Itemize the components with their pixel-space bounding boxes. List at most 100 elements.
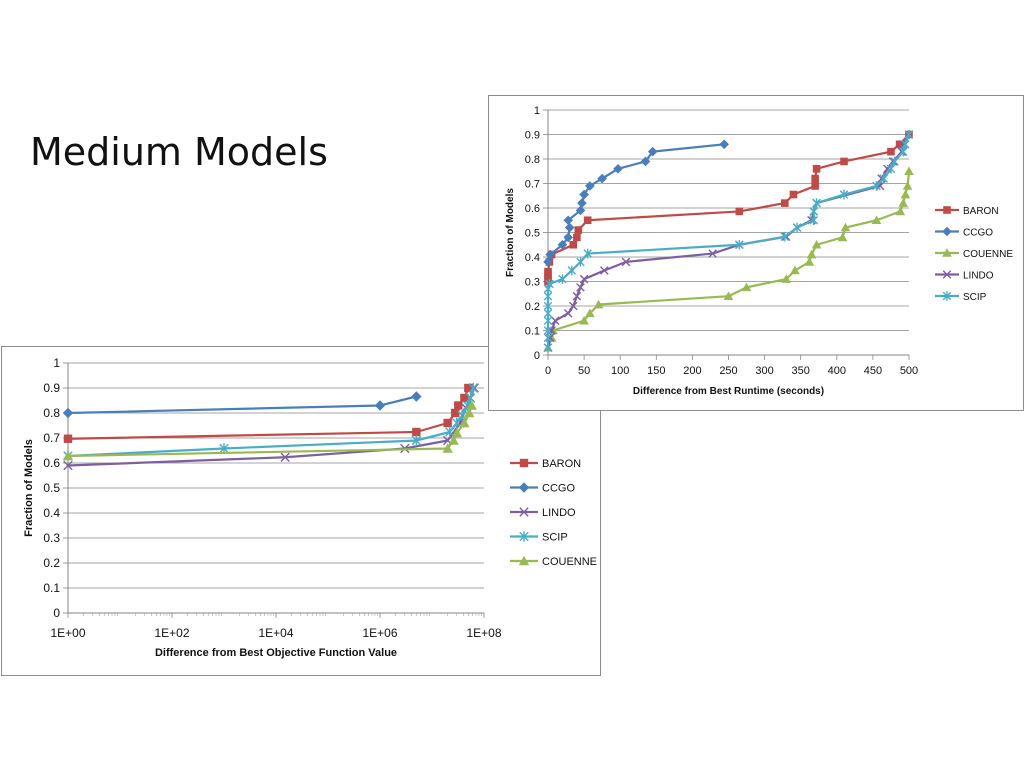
x-tick-label: 100 (611, 365, 629, 377)
legend-label: SCIP (542, 532, 568, 544)
legend-entry-scip: SCIP (935, 291, 987, 303)
data-point-baron (811, 174, 819, 183)
data-point-scip (735, 239, 744, 250)
data-point-lindo (550, 316, 560, 325)
data-point-scip (457, 410, 467, 421)
data-point-baron (443, 418, 452, 428)
data-point-scip (809, 206, 818, 217)
data-point-ccgo (579, 189, 589, 200)
y-tick-label: 0.8 (525, 154, 540, 166)
data-point-couenne (585, 308, 595, 318)
legend-marker-baron (943, 206, 951, 214)
y-tick-label: 1 (53, 356, 60, 370)
data-point-ccgo (647, 146, 658, 157)
data-point-scip (809, 215, 818, 226)
runtime-chart-svg: 0 0.1 0.2 0.3 0.4 0.5 0.6 0.7 0.8 0.9 1 0 50 100 150 20… (505, 105, 1013, 397)
legend-entry-ccgo: CCGO (935, 226, 993, 239)
data-point-lindo (579, 274, 589, 284)
data-point-couenne (790, 265, 800, 275)
series-scip (543, 129, 914, 353)
legend-label: COUENNE (542, 556, 597, 568)
y-tick-label: 0.5 (525, 228, 540, 240)
data-point-baron (840, 157, 848, 166)
data-point-couenne (804, 257, 815, 266)
data-point-baron (583, 216, 592, 225)
data-point-ccgo (374, 400, 386, 411)
data-point-couenne (781, 274, 792, 283)
y-tick-label: 0.1 (43, 581, 60, 595)
data-point-ccgo (640, 156, 651, 167)
runtime-difference-chart: 0 0.1 0.2 0.3 0.4 0.5 0.6 0.7 0.8 0.9 1 0 50 100 150 20… (488, 95, 1024, 411)
data-point-lindo (576, 283, 585, 292)
data-point-baron (895, 140, 904, 149)
data-point-couenne (593, 299, 604, 309)
data-point-couenne (459, 417, 470, 428)
legend-label: COUENNE (963, 249, 1013, 260)
y-tick-label: 0.4 (525, 252, 540, 264)
x-tick-label: 450 (864, 365, 882, 377)
legend-marker-ccgo (518, 482, 530, 493)
x-axis-title: Difference from Best Objective Function … (155, 647, 397, 659)
data-point-baron (812, 165, 821, 173)
data-point-couenne (895, 206, 906, 216)
data-point-scip (839, 189, 849, 200)
data-point-scip (898, 146, 908, 157)
y-axis-title: Fraction of Models (505, 188, 516, 277)
data-point-scip (468, 382, 478, 394)
data-point-scip (890, 156, 899, 167)
legend-label: LINDO (963, 271, 994, 282)
y-tick-label: 0.4 (43, 506, 60, 520)
data-point-baron (412, 427, 421, 437)
data-point-scip (576, 257, 585, 267)
y-tick-label: 0.9 (525, 130, 540, 142)
data-point-couenne (904, 166, 914, 176)
x-tick-label: 250 (719, 365, 737, 377)
data-point-ccgo (719, 139, 729, 150)
series-line-lindo (546, 133, 910, 348)
x-tick-label: 1E+08 (466, 626, 501, 640)
y-tick-label: 0 (534, 350, 540, 362)
data-point-couenne (898, 198, 909, 207)
slide-title: Medium Models (30, 130, 328, 174)
x-axis-title: Difference from Best Runtime (seconds) (633, 386, 824, 397)
legend-label: BARON (963, 206, 999, 217)
data-point-lindo (600, 266, 609, 275)
legend-label: BARON (542, 458, 581, 470)
x-tick-label: 1E+00 (50, 626, 85, 640)
data-point-scip (543, 301, 553, 311)
data-point-ccgo (411, 391, 422, 402)
legend-entry-couenne: COUENNE (510, 555, 597, 568)
data-point-couenne (723, 291, 734, 300)
data-point-baron (454, 401, 463, 410)
y-tick-label: 0.3 (525, 277, 540, 289)
data-point-couenne (464, 407, 475, 418)
data-point-ccgo (597, 173, 607, 184)
data-point-lindo (280, 452, 290, 462)
data-point-couenne (900, 189, 911, 199)
data-point-baron (464, 383, 473, 393)
data-point-couenne (741, 282, 752, 292)
legend-entry-lindo: LINDO (510, 507, 576, 519)
legend-marker-couenne (518, 555, 530, 566)
data-point-scip (879, 173, 889, 184)
legend-entry-ccgo: CCGO (510, 482, 575, 495)
series-couenne (62, 400, 477, 461)
data-point-baron (544, 275, 552, 283)
data-point-baron (573, 233, 581, 242)
y-tick-label: 0.5 (43, 481, 60, 495)
y-tick-label: 0.9 (43, 381, 60, 395)
series-couenne (543, 166, 914, 352)
series-baron (544, 130, 913, 286)
data-point-couenne (579, 315, 589, 325)
legend-marker-couenne (942, 248, 952, 257)
data-point-couenne (837, 232, 848, 242)
y-tick-label: 0.6 (525, 203, 540, 215)
data-point-scip (452, 417, 462, 429)
data-point-scip (545, 279, 554, 289)
data-point-scip (411, 435, 422, 446)
legend-marker-lindo (519, 507, 529, 517)
data-point-couenne (442, 443, 453, 453)
data-point-lindo (563, 309, 573, 318)
data-point-couenne (806, 249, 817, 259)
legend-marker-scip (519, 531, 529, 542)
